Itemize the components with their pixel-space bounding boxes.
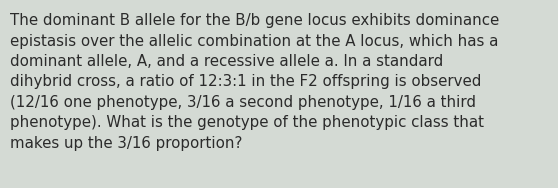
Text: The dominant B allele for the B/b gene locus exhibits dominance
epistasis over t: The dominant B allele for the B/b gene l…: [10, 13, 499, 151]
